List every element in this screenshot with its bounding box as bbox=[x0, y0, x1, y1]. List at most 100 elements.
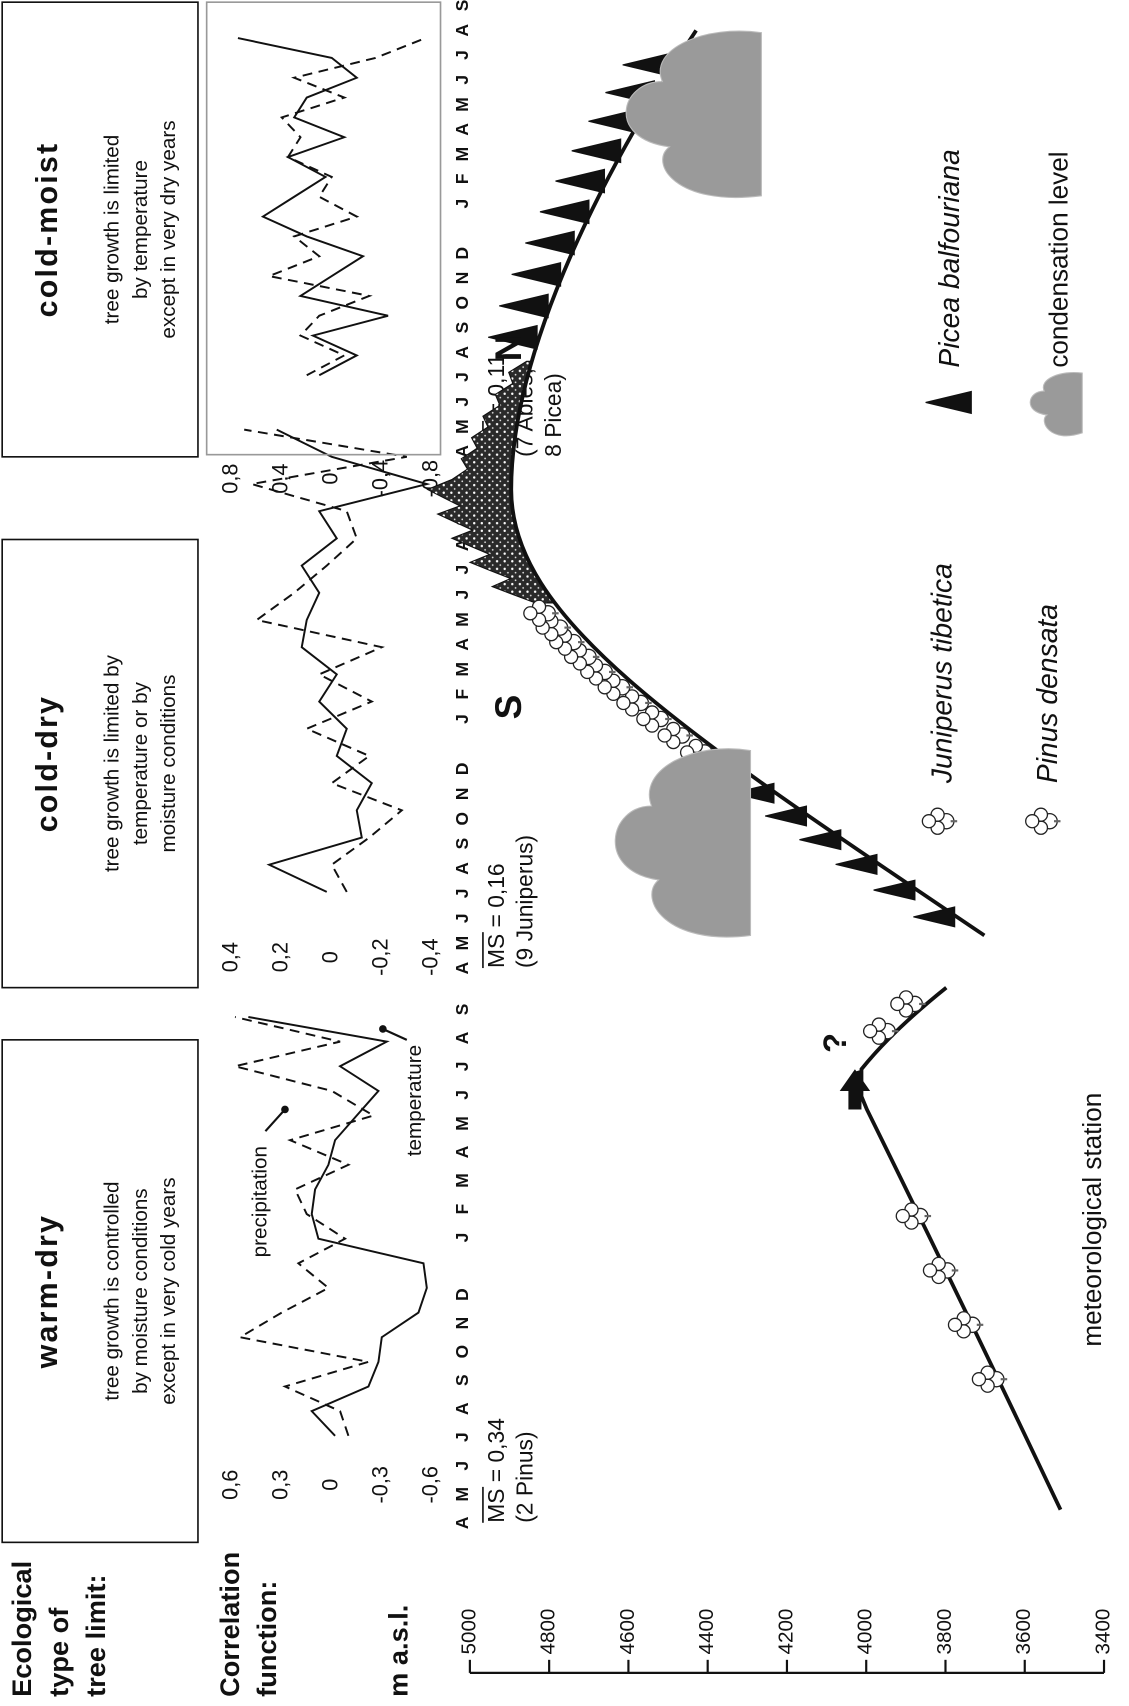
cloud bbox=[1030, 373, 1082, 436]
aspect-label: S bbox=[488, 695, 529, 720]
y-tick-label: 0 bbox=[317, 1479, 342, 1491]
y-tick-label: 5000 bbox=[457, 1609, 480, 1655]
x-tick-label: A bbox=[452, 961, 472, 974]
x-tick-label: J bbox=[452, 565, 472, 575]
figure: Ecologicaltype oftree limit:Correlationf… bbox=[0, 0, 1129, 1706]
row-label: type of bbox=[43, 1607, 74, 1697]
x-tick-label: J bbox=[452, 913, 472, 923]
x-tick-label: N bbox=[452, 272, 472, 285]
y-tick-label: -0,2 bbox=[368, 938, 393, 975]
cloud bbox=[626, 31, 761, 197]
panel-subtitle: tree growth is limited bbox=[101, 135, 124, 324]
x-tick-label: J bbox=[452, 714, 472, 724]
label-arrow bbox=[383, 1029, 407, 1040]
station-label: meteorological station bbox=[1077, 1093, 1107, 1347]
legend-juniper bbox=[922, 815, 935, 828]
y-tick-label: -0,4 bbox=[418, 938, 443, 975]
picea-tree bbox=[512, 263, 561, 286]
y-tick-label: 4200 bbox=[774, 1609, 797, 1655]
y-tick-label: 4600 bbox=[616, 1609, 639, 1655]
solid-line bbox=[269, 430, 427, 892]
picea-tree bbox=[874, 880, 915, 900]
y-tick-label: -0,4 bbox=[368, 460, 393, 497]
x-tick-label: J bbox=[452, 372, 472, 382]
series-label: precipitation bbox=[249, 1146, 272, 1257]
picea-tree bbox=[556, 169, 605, 192]
x-tick-label: S bbox=[452, 0, 472, 11]
y-tick-label: 4400 bbox=[695, 1609, 718, 1655]
panel-subtitle: tree growth is limited by bbox=[101, 654, 124, 872]
y-tick-label: 0,8 bbox=[217, 463, 242, 493]
y-tick-label: 4800 bbox=[537, 1609, 560, 1655]
x-tick-label: O bbox=[452, 812, 472, 826]
x-tick-label: F bbox=[452, 174, 472, 185]
axis-title: m a.s.l. bbox=[382, 1605, 413, 1697]
x-tick-label: A bbox=[452, 23, 472, 36]
x-tick-label: A bbox=[452, 1402, 472, 1415]
x-tick-label: J bbox=[452, 889, 472, 899]
landscape-group: Ecologicaltype oftree limit:Correlationf… bbox=[2, 0, 1114, 1697]
x-tick-label: A bbox=[452, 123, 472, 136]
cloud bbox=[615, 749, 750, 937]
y-tick-label: -0,3 bbox=[368, 1466, 393, 1503]
y-tick-label: 3600 bbox=[1012, 1609, 1035, 1655]
x-tick-label: J bbox=[452, 1461, 472, 1471]
pinus-tree bbox=[891, 997, 904, 1010]
picea-tree bbox=[499, 294, 548, 317]
panel-subtitle: by moisture conditions bbox=[129, 1188, 152, 1394]
x-tick-label: M bbox=[452, 1487, 472, 1502]
solid-line bbox=[248, 1017, 426, 1436]
x-tick-label: F bbox=[452, 1204, 472, 1215]
juniper-tree bbox=[658, 729, 671, 742]
x-tick-label: D bbox=[452, 763, 472, 776]
row-label: function: bbox=[251, 1581, 282, 1697]
picea-tree bbox=[836, 854, 877, 874]
panel-subtitle: except in very dry years bbox=[157, 120, 180, 338]
x-tick-label: J bbox=[452, 1090, 472, 1100]
legend-picea bbox=[926, 391, 972, 413]
ms-note: MS = 0,34 bbox=[483, 1418, 509, 1523]
row-label: tree limit: bbox=[80, 1574, 111, 1696]
unknown-mark: ? bbox=[816, 1033, 853, 1053]
x-tick-label: S bbox=[452, 1004, 472, 1016]
x-tick-label: J bbox=[452, 199, 472, 209]
x-tick-label: M bbox=[452, 419, 472, 434]
y-tick-label: 3800 bbox=[933, 1609, 956, 1655]
picea-tree bbox=[799, 830, 840, 850]
x-tick-label: M bbox=[452, 662, 472, 677]
dashed-line bbox=[269, 38, 425, 375]
x-tick-label: S bbox=[452, 838, 472, 850]
y-tick-label: -0,6 bbox=[418, 1466, 443, 1503]
picea-tree bbox=[540, 200, 589, 223]
picea-tree bbox=[525, 231, 574, 254]
x-tick-label: M bbox=[452, 612, 472, 627]
y-tick-label: 3400 bbox=[1091, 1609, 1114, 1655]
label-arrow bbox=[265, 1109, 285, 1131]
x-tick-label: M bbox=[452, 1116, 472, 1131]
x-tick-label: A bbox=[452, 1145, 472, 1158]
ms-note: MS = 0,16 bbox=[483, 863, 509, 968]
x-tick-label: N bbox=[452, 787, 472, 800]
legend-label: Picea balfouriana bbox=[933, 149, 965, 367]
pinus-tree bbox=[864, 1025, 877, 1038]
pinus-tree bbox=[948, 1318, 961, 1331]
juniper-tree bbox=[637, 712, 650, 725]
x-tick-label: J bbox=[452, 590, 472, 600]
panel-title: cold-moist bbox=[30, 142, 64, 318]
ms-note: (2 Pinus) bbox=[511, 1431, 537, 1522]
x-tick-label: D bbox=[452, 247, 472, 260]
pinus-tree bbox=[896, 1210, 909, 1223]
arrow-head bbox=[281, 1106, 289, 1114]
y-tick-label: 0,4 bbox=[267, 463, 292, 493]
series-label: temperature bbox=[403, 1045, 426, 1156]
panel-subtitle: temperature or by bbox=[129, 681, 152, 845]
panel-subtitle: moisture conditions bbox=[157, 675, 180, 853]
panel-title: warm-dry bbox=[30, 1214, 64, 1369]
page: { "row_labels": { "ecological_type": ["E… bbox=[0, 0, 1129, 1706]
pinus-tree bbox=[923, 1264, 936, 1277]
x-tick-label: O bbox=[452, 1345, 472, 1359]
y-tick-label: 0,2 bbox=[267, 942, 292, 972]
x-tick-label: M bbox=[452, 147, 472, 162]
x-tick-label: M bbox=[452, 936, 472, 950]
x-tick-label: A bbox=[452, 1516, 472, 1529]
